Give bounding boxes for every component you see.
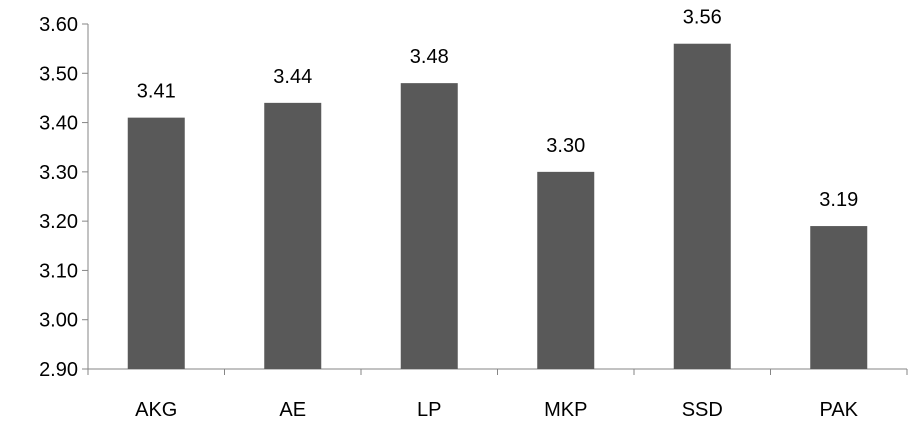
x-tick-label: AKG bbox=[135, 399, 177, 421]
y-tick-label: 3.60 bbox=[39, 14, 78, 36]
x-tick-label: AE bbox=[279, 399, 306, 421]
data-label: 3.41 bbox=[137, 81, 176, 103]
bar-mkp bbox=[537, 171, 595, 369]
x-tick-label: MKP bbox=[544, 399, 587, 421]
y-tick-label: 2.90 bbox=[39, 359, 78, 381]
bar-lp bbox=[400, 83, 458, 370]
bar-akg bbox=[127, 117, 185, 370]
chart-labels: 2.90 3.00 3.10 3.20 3.30 3.40 3.50 3.60 3.41 AKG 3… bbox=[39, 7, 859, 421]
y-tick-label: 3.10 bbox=[39, 260, 78, 282]
y-tick-label: 3.00 bbox=[39, 310, 78, 332]
y-tick-label: 3.50 bbox=[39, 63, 78, 85]
data-label: 3.19 bbox=[819, 189, 858, 211]
x-tick-label: LP bbox=[417, 399, 441, 421]
chart-bars bbox=[127, 43, 868, 370]
data-label: 3.44 bbox=[273, 66, 312, 88]
chart-axes bbox=[82, 23, 908, 375]
data-label: 3.30 bbox=[546, 135, 585, 157]
x-tick-label: PAK bbox=[819, 399, 858, 421]
x-tick-label: SSD bbox=[682, 399, 723, 421]
bar-pak bbox=[810, 226, 868, 369]
bar-ae bbox=[264, 102, 322, 369]
y-tick-label: 3.40 bbox=[39, 113, 78, 135]
data-label: 3.56 bbox=[683, 7, 722, 29]
y-tick-label: 3.30 bbox=[39, 162, 78, 184]
bar-ssd bbox=[673, 43, 731, 369]
y-tick-label: 3.20 bbox=[39, 211, 78, 233]
data-label: 3.48 bbox=[410, 46, 449, 68]
